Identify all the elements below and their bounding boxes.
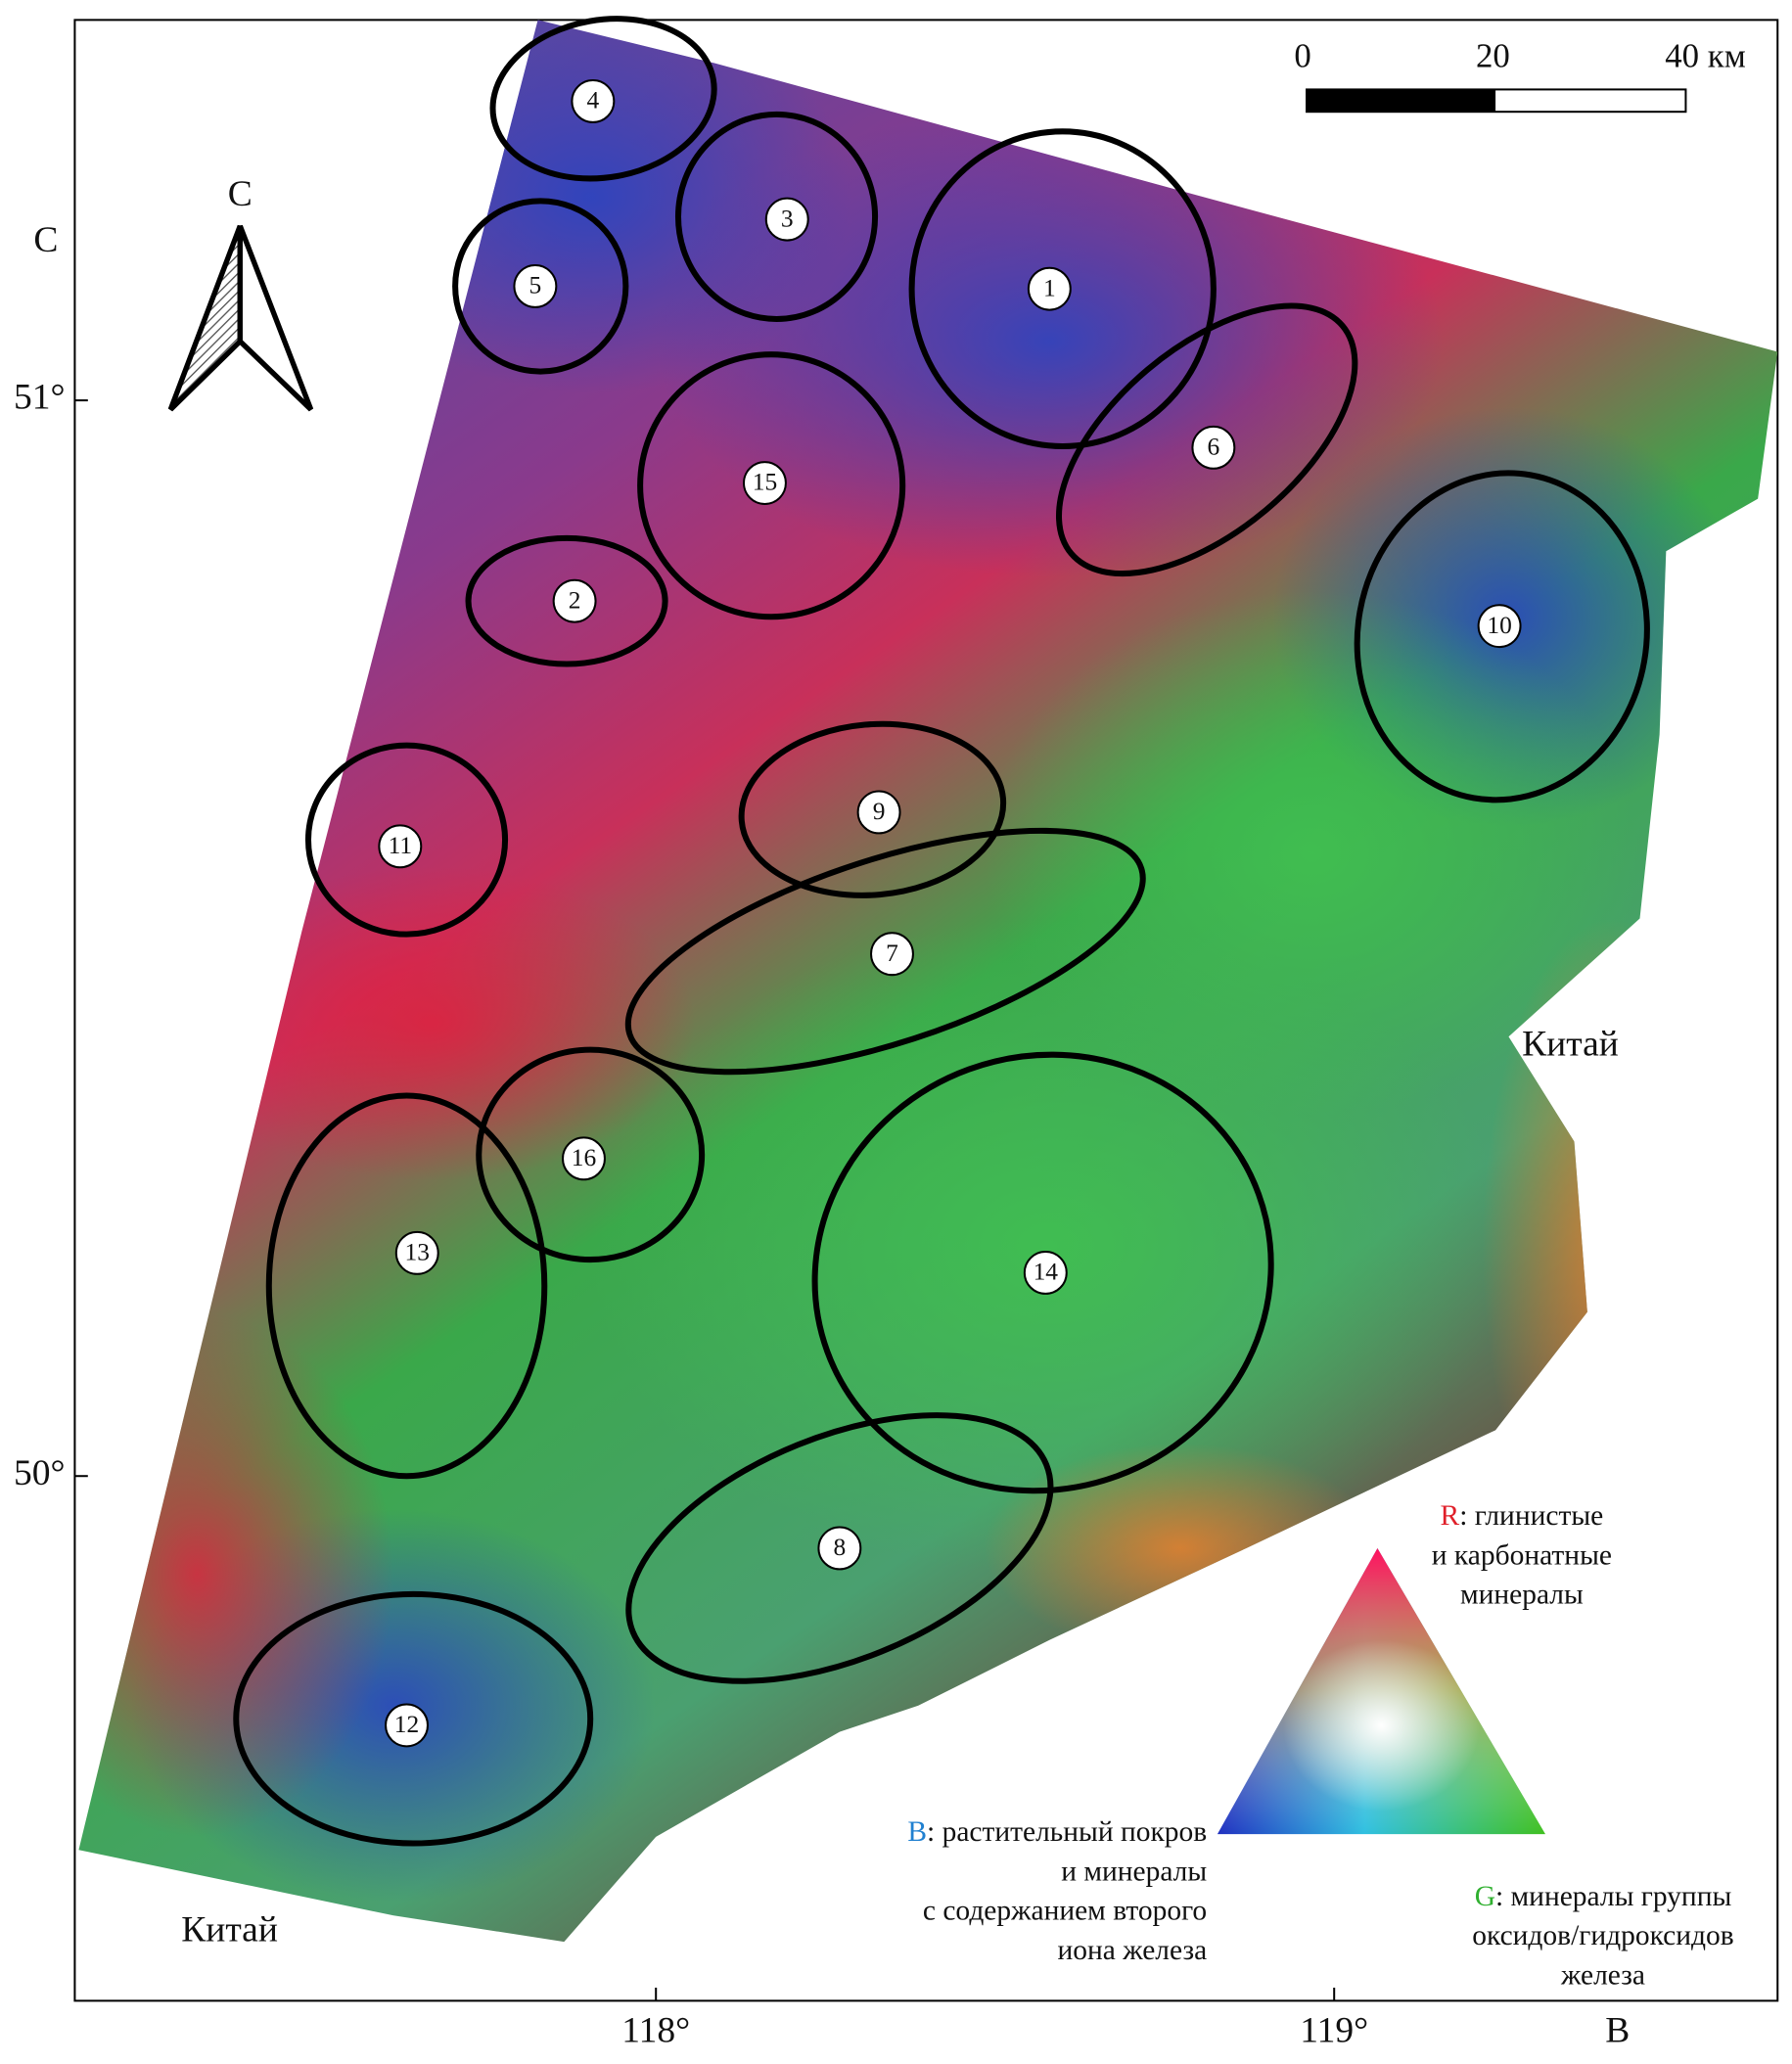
region-outline [265, 1092, 548, 1480]
region-label: 2 [569, 585, 581, 614]
region-outline [624, 827, 1146, 1076]
legend-triangle [1217, 1547, 1546, 1835]
region-outline [674, 111, 879, 323]
region-label: 16 [572, 1143, 596, 1171]
region-label: 11 [389, 831, 413, 859]
region-marker [1023, 1251, 1068, 1295]
scale-label: 0 [1294, 37, 1310, 75]
north-arrow [167, 224, 243, 412]
legend-text: и карбонатные [1432, 1539, 1612, 1571]
region-marker [743, 461, 787, 505]
region-marker [513, 264, 558, 308]
region-label: 1 [1043, 273, 1056, 301]
scale-bar-fill [1307, 89, 1496, 113]
legend-text: R: глинистые [1441, 1500, 1604, 1532]
region-marker [562, 1136, 606, 1181]
legend-text: железа [1560, 1959, 1645, 1991]
legend-line: и минералы [1061, 1856, 1207, 1887]
country-label: Китай [1522, 1025, 1619, 1065]
region-outline [811, 1051, 1274, 1494]
legend-text: с содержанием второго [923, 1895, 1207, 1926]
region-marker [571, 79, 616, 123]
region-marker [385, 1703, 429, 1748]
legend-line: : минералы группы [1495, 1881, 1731, 1912]
legend-key: R [1441, 1500, 1460, 1532]
legend-line: железа [1560, 1959, 1645, 1991]
region-outline [476, 1046, 706, 1263]
region-marker [817, 1526, 862, 1571]
latitude-label: 51° [14, 378, 66, 418]
region-label: 8 [833, 1533, 846, 1561]
legend-text: минералы [1460, 1579, 1584, 1610]
country-label: Китай [181, 1909, 278, 1949]
legend-line: минералы [1460, 1579, 1584, 1610]
region-marker [1027, 266, 1072, 311]
region-marker [764, 197, 809, 242]
region-marker [378, 824, 423, 869]
legend-line: иона железа [1058, 1935, 1208, 1966]
region-label: 14 [1034, 1258, 1059, 1286]
legend-line: оксидов/гидроксидов [1472, 1920, 1733, 1951]
region-outline [1354, 470, 1650, 803]
region-outline [625, 1412, 1054, 1684]
legend-text: B: растительный покров [907, 1816, 1207, 1848]
region-marker [856, 790, 901, 835]
north-arrow [237, 224, 314, 412]
longitude-label: 119° [1300, 2011, 1368, 2051]
legend-text: оксидов/гидроксидов [1472, 1920, 1733, 1951]
legend-line: с содержанием второго [923, 1895, 1207, 1926]
axis-label: С [33, 220, 58, 260]
legend-line: : растительный покров [927, 1816, 1207, 1848]
region-marker [1191, 425, 1236, 470]
legend-text: и минералы [1061, 1856, 1207, 1887]
map-frame [73, 19, 1779, 2002]
region-outline [304, 742, 509, 938]
region-label: 3 [781, 204, 794, 232]
satellite-image [78, 20, 1778, 1943]
legend: R: глинистые и карбонатные минералы B: раст… [907, 1500, 1733, 1991]
scale-label: 20 [1476, 37, 1510, 75]
region-label: 9 [873, 797, 886, 825]
legend-line: и карбонатные [1432, 1539, 1612, 1571]
latitude-label: 50° [14, 1453, 66, 1493]
region-outline [738, 720, 1007, 898]
region-label: 4 [586, 86, 599, 115]
region-label: 12 [394, 1710, 419, 1738]
region-outline [637, 351, 906, 620]
region-outline [465, 534, 668, 667]
region-label: 5 [529, 271, 542, 299]
region-label: 13 [405, 1238, 430, 1266]
legend-line: : глинистые [1459, 1500, 1603, 1532]
region-outline [489, 16, 717, 182]
region-outline [908, 128, 1217, 450]
region-outline [233, 1590, 594, 1847]
legend-key: B [907, 1816, 927, 1848]
scale-label: 40 км [1665, 37, 1746, 75]
region-outline [452, 198, 629, 375]
region-marker [870, 932, 914, 977]
region-label: 10 [1487, 611, 1511, 639]
region-marker [394, 1230, 439, 1275]
legend-text: иона железа [1058, 1935, 1208, 1966]
region-marker [552, 578, 597, 623]
region-marker [1477, 604, 1522, 649]
region-label: 15 [753, 468, 777, 496]
legend-text: G: минералы группы [1475, 1881, 1732, 1912]
legend-key: G [1475, 1881, 1495, 1912]
region-label: 6 [1208, 433, 1220, 461]
region-label: 7 [886, 939, 898, 967]
region-outline [1055, 302, 1358, 577]
longitude-label: 118° [621, 2011, 690, 2051]
north-label: С [228, 174, 253, 214]
axis-label: В [1605, 2011, 1630, 2051]
